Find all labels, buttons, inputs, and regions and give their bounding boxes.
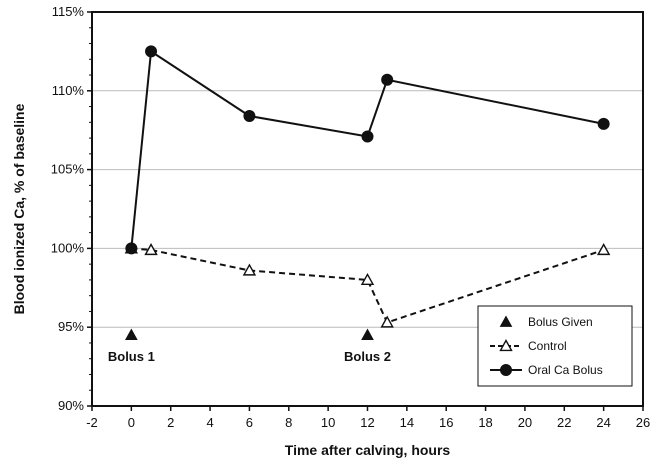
y-tick-label: 95%: [58, 319, 84, 334]
y-tick-label: 90%: [58, 398, 84, 413]
y-tick-label: 100%: [51, 240, 85, 255]
legend: Bolus Given Control Oral Ca Bolus: [478, 306, 632, 386]
data-point: [598, 118, 609, 129]
data-point: [382, 317, 393, 327]
legend-label: Oral Ca Bolus: [528, 363, 603, 377]
data-point: [244, 111, 255, 122]
x-tick-label: 2: [167, 415, 174, 430]
x-axis-title: Time after calving, hours: [285, 442, 451, 458]
data-point: [362, 330, 373, 340]
gridlines: [92, 91, 643, 327]
data-point: [362, 131, 373, 142]
y-axis-title: Blood ionized Ca, % of baseline: [11, 103, 27, 314]
y-tick-label: 110%: [52, 83, 85, 98]
legend-label: Bolus Given: [528, 315, 593, 329]
annotation-label: Bolus 2: [344, 349, 391, 364]
plot-series: [126, 46, 609, 340]
annotation-label: Bolus 1: [108, 349, 155, 364]
data-point: [598, 244, 609, 254]
x-tick-label: 14: [400, 415, 414, 430]
x-tick-label: 10: [321, 415, 335, 430]
x-tick-label: 12: [360, 415, 374, 430]
y-tick-label: 115%: [52, 4, 85, 19]
legend-label: Control: [528, 339, 567, 353]
data-point: [126, 330, 137, 340]
x-tick-label: 0: [128, 415, 135, 430]
x-tick-label: 26: [636, 415, 650, 430]
data-point: [146, 46, 157, 57]
data-point: [382, 74, 393, 85]
x-tick-label: 8: [285, 415, 292, 430]
x-tick-label: 16: [439, 415, 453, 430]
legend-marker: [501, 365, 512, 376]
x-tick-label: 4: [206, 415, 213, 430]
series-oral-ca-bolus: [126, 46, 609, 254]
series-bolus-given: [126, 330, 373, 340]
x-tick-label: 18: [478, 415, 492, 430]
annotations: Bolus 1 Bolus 2: [108, 349, 391, 364]
data-point: [126, 243, 137, 254]
series-line: [131, 51, 603, 248]
x-tick-label: 22: [557, 415, 571, 430]
x-tick-label: -2: [86, 415, 98, 430]
y-tick-label: 105%: [51, 162, 85, 177]
x-tick-label: 6: [246, 415, 253, 430]
x-tick-label: 24: [596, 415, 610, 430]
x-tick-label: 20: [518, 415, 532, 430]
